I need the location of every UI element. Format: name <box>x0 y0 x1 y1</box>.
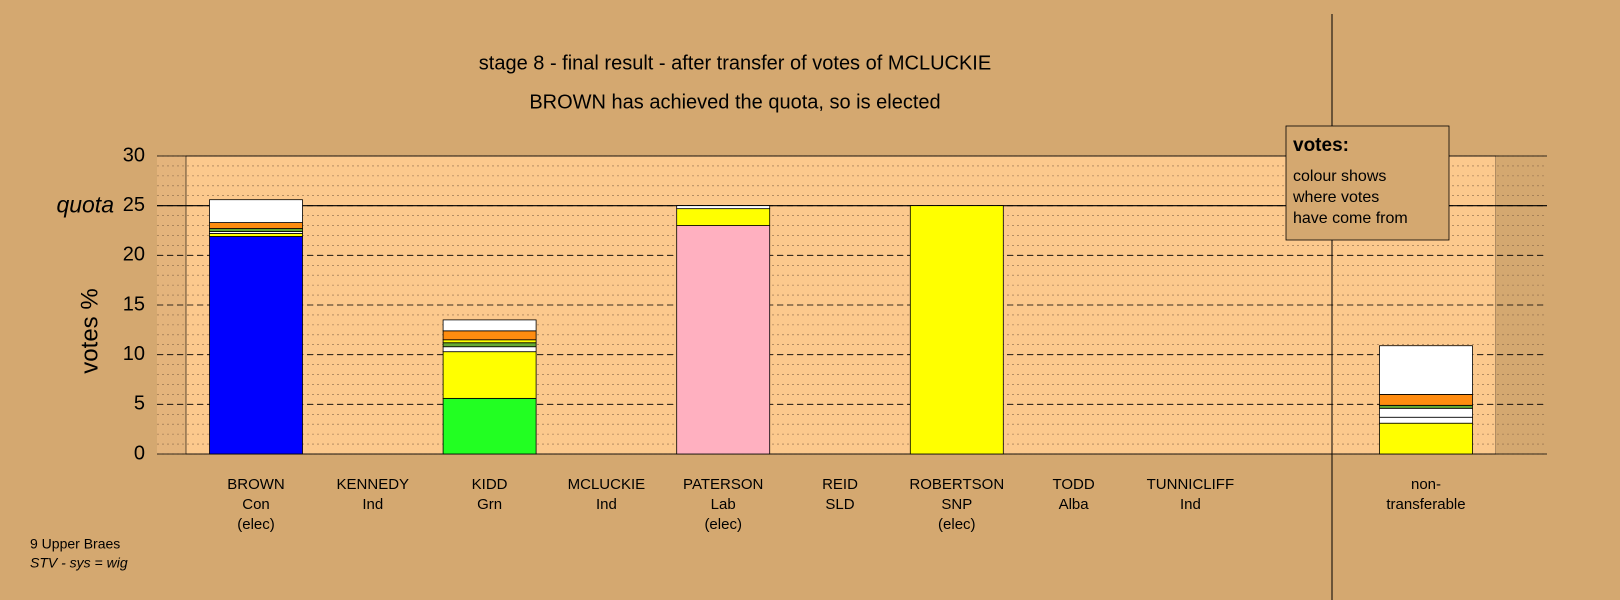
y-tick-label: 25 <box>123 194 145 216</box>
x-tick-label: Ind <box>596 496 617 513</box>
x-tick-label: Alba <box>1059 496 1090 513</box>
x-tick-label: TUNNICLIFF <box>1147 476 1235 493</box>
y-tick-label: 20 <box>123 244 145 266</box>
bar-segment <box>909 205 1004 455</box>
bar-segment <box>442 351 537 399</box>
bar-segment <box>442 397 537 455</box>
x-tick-label: ROBERTSON <box>909 476 1004 493</box>
x-tick-label: SLD <box>825 496 854 513</box>
footer-line: 9 Upper Braes <box>30 536 120 552</box>
bar-segment <box>209 233 303 237</box>
y-tick-label: 5 <box>134 393 145 415</box>
x-tick-label: (elec) <box>704 516 742 533</box>
legend-text: where votes <box>1292 189 1379 206</box>
bar-segment <box>1379 404 1473 409</box>
y-tick-label: 30 <box>123 144 145 166</box>
legend-title: votes: <box>1293 135 1349 156</box>
x-tick-label: Lab <box>711 496 736 513</box>
footer-line: STV - sys = wig <box>30 555 128 571</box>
x-tick-label: TODD <box>1052 476 1094 493</box>
bar-segment <box>442 342 537 348</box>
x-tick-label: (elec) <box>938 516 976 533</box>
bar-segment <box>209 236 303 455</box>
legend-text: have come from <box>1293 210 1408 227</box>
x-tick-label: PATERSON <box>683 476 763 493</box>
x-tick-label: REID <box>822 476 858 493</box>
y-axis-label: votes % <box>76 288 103 373</box>
bar-segment <box>676 205 771 210</box>
x-tick-label: SNP <box>941 496 972 513</box>
quota-label: quota <box>56 192 114 218</box>
x-tick-label: MCLUCKIE <box>568 476 646 493</box>
bar-segment <box>676 225 771 455</box>
chart-title: stage 8 - final result - after transfer … <box>479 52 991 74</box>
x-tick-label: (elec) <box>237 516 275 533</box>
x-tick-label: Grn <box>477 496 502 513</box>
bar-segment <box>442 319 537 332</box>
bar-segment <box>1379 345 1473 395</box>
bar-segment <box>1379 422 1473 455</box>
x-tick-label: non- <box>1411 476 1441 493</box>
legend-text: colour shows <box>1293 168 1386 185</box>
bar-segment <box>1379 416 1473 424</box>
bar-segment <box>1379 407 1473 418</box>
y-tick-label: 0 <box>134 442 145 464</box>
x-tick-label: transferable <box>1386 496 1465 513</box>
x-tick-label: KIDD <box>472 476 508 493</box>
legend-box <box>1285 125 1450 241</box>
x-tick-label: BROWN <box>227 476 285 493</box>
bar-segment <box>209 222 303 229</box>
bar-segment <box>209 199 303 223</box>
bar-segment <box>442 339 537 344</box>
bar-segment <box>1379 393 1473 406</box>
y-tick-label: 10 <box>123 343 145 365</box>
bar-segment <box>442 330 537 341</box>
x-tick-label: Ind <box>1180 496 1201 513</box>
x-tick-label: Ind <box>362 496 383 513</box>
x-tick-label: Con <box>242 496 270 513</box>
x-tick-label: KENNEDY <box>337 476 410 493</box>
bar-segment <box>676 208 771 226</box>
bar-segment <box>442 346 537 353</box>
chart-subtitle: BROWN has achieved the quota, so is elec… <box>529 91 940 113</box>
y-tick-label: 15 <box>123 293 145 315</box>
bar-segment <box>209 228 303 232</box>
